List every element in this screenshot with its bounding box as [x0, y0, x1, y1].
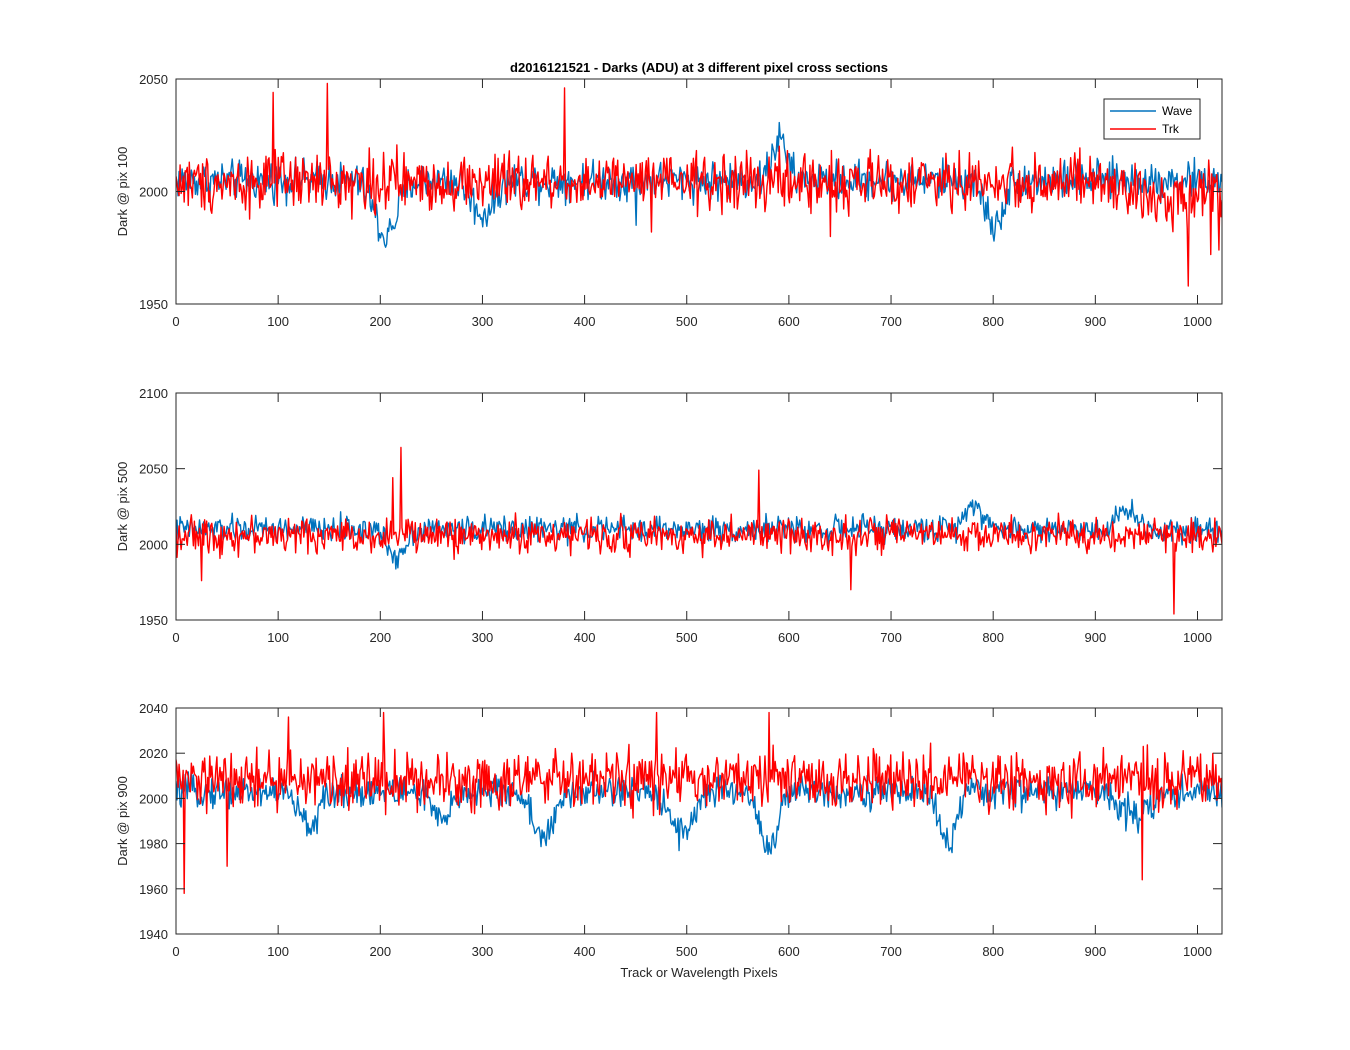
x-tick-label: 300	[472, 314, 494, 329]
y-axis-label: Dark @ pix 500	[115, 462, 130, 552]
x-tick-label: 200	[369, 630, 391, 645]
y-tick-label: 1940	[139, 927, 168, 942]
x-tick-label: 700	[880, 314, 902, 329]
x-tick-label: 500	[676, 630, 698, 645]
x-tick-label: 400	[574, 944, 596, 959]
y-tick-label: 2050	[139, 72, 168, 87]
y-tick-label: 2100	[139, 386, 168, 401]
subplot-2: 0 100 200 300 400 500 600 700 800 900 1000 1950 2000…	[115, 386, 1223, 645]
y-tick-label: 2000	[139, 185, 168, 200]
subplot-3: 0 100 200 300 400 500 600 700 800 900 1000 1940 1960…	[115, 701, 1223, 980]
x-tick-label: 500	[676, 314, 698, 329]
x-tick-label: 1000	[1183, 944, 1212, 959]
x-tick-label: 0	[172, 630, 179, 645]
x-axis-label: Track or Wavelength Pixels	[620, 965, 778, 980]
x-tick-label: 1000	[1183, 314, 1212, 329]
series-line-trk	[176, 446, 1222, 615]
x-tick-label: 0	[172, 944, 179, 959]
series-line-trk	[176, 711, 1222, 895]
x-tick-label: 400	[574, 630, 596, 645]
x-tick-label: 700	[880, 630, 902, 645]
y-tick-label: 2020	[139, 746, 168, 761]
plot-area	[176, 708, 1222, 934]
legend-label-trk: Trk	[1162, 122, 1180, 136]
x-tick-label: 600	[778, 630, 800, 645]
x-tick-label: 200	[369, 944, 391, 959]
x-tick-label: 600	[778, 944, 800, 959]
plot-area	[176, 393, 1222, 620]
y-tick-label: 2000	[139, 537, 168, 552]
x-tick-label: 100	[267, 944, 289, 959]
series-line-wave	[176, 770, 1222, 856]
legend: Wave Trk	[1103, 98, 1201, 140]
chart-title: d2016121521 - Darks (ADU) at 3 different…	[510, 60, 888, 75]
x-tick-label: 500	[676, 944, 698, 959]
x-tick-label: 400	[574, 314, 596, 329]
y-tick-label: 1950	[139, 613, 168, 628]
x-tick-label: 700	[880, 944, 902, 959]
x-tick-label: 900	[1084, 944, 1106, 959]
x-tick-label: 800	[982, 944, 1004, 959]
x-tick-label: 300	[472, 630, 494, 645]
axes-box	[175, 392, 1223, 621]
y-tick-label: 2050	[139, 462, 168, 477]
y-tick-label: 2040	[139, 701, 168, 716]
subplot-1: 0 100 200 300 400 500 600 700 800 900 1000 1950 2000…	[115, 60, 1223, 329]
series-line-trk	[176, 82, 1222, 287]
y-axis-label: Dark @ pix 100	[115, 147, 130, 237]
y-tick-label: 2000	[139, 791, 168, 806]
x-tick-label: 600	[778, 314, 800, 329]
y-tick-label: 1980	[139, 837, 168, 852]
legend-box	[1103, 98, 1201, 140]
y-axis-label: Dark @ pix 900	[115, 776, 130, 866]
y-tick-label: 1960	[139, 882, 168, 897]
x-tick-label: 200	[369, 314, 391, 329]
x-tick-label: 800	[982, 314, 1004, 329]
x-tick-label: 100	[267, 314, 289, 329]
x-tick-label: 100	[267, 630, 289, 645]
x-tick-label: 0	[172, 314, 179, 329]
x-tick-label: 900	[1084, 630, 1106, 645]
x-tick-label: 800	[982, 630, 1004, 645]
axes-box	[175, 707, 1223, 935]
x-tick-label: 900	[1084, 314, 1106, 329]
x-tick-label: 300	[472, 944, 494, 959]
legend-label-wave: Wave	[1162, 104, 1193, 118]
y-tick-label: 1950	[139, 297, 168, 312]
x-tick-label: 1000	[1183, 630, 1212, 645]
